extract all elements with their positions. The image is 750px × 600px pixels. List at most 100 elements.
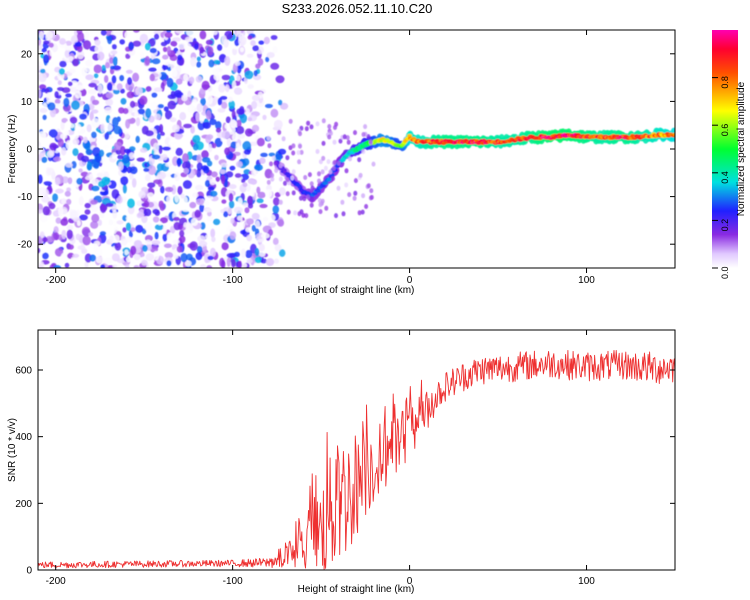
spectrogram-cell [221,242,229,251]
spectrogram-cell [338,138,343,144]
spectrogram-cell [46,167,55,176]
spectrogram-cell [64,130,70,135]
spectrogram-cell [366,134,371,140]
spectrogram-cell [166,46,172,54]
spectrogram-cell [144,56,150,66]
spectrogram-cell [128,152,135,160]
spectrogram-cell [66,198,72,205]
spectrogram-cell [129,172,134,180]
spectrogram-cell [101,64,107,71]
spectrogram-cell [46,31,54,39]
spectrogram-cell [66,187,71,192]
spectrogram-cell [345,135,350,141]
spectrogram-cell [277,129,282,135]
spectrogram-cell [129,166,138,175]
spectrogram-cell [40,68,46,74]
spectrogram-cell [63,97,70,108]
spectrogram-cell [278,163,283,169]
spectrogram-cell [76,85,84,91]
spectrogram-cell [272,205,280,214]
spectrogram-cell [213,60,221,65]
spectrogram-cell [187,104,195,113]
spectrogram-cell [114,242,122,251]
spectrogram-cell [332,139,337,145]
spectrogram-cell [152,250,160,261]
y-tick-label: 400 [15,432,32,443]
spectrogram-cell [318,159,323,165]
spectrogram-cell [110,50,118,55]
spectrogram-cell [226,257,231,268]
spectrogram-cell [41,195,50,203]
spectrogram-cell [291,150,296,156]
spectrogram-cell [151,58,161,65]
spectrogram-cell [49,108,57,118]
spectrogram-cell [342,134,347,140]
spectrogram-cell [54,177,61,186]
spectrogram-cell [183,222,188,228]
spectrogram-cell [283,180,287,186]
spectrogram-cell [250,40,256,46]
spectrogram-cell [127,198,135,209]
spectrogram-cell [160,131,165,136]
spectrogram-cell [124,112,133,120]
spectrogram-cell [206,134,214,140]
spectrogram-cell [244,70,254,80]
spectrogram-cell [247,117,253,122]
spectrogram-cell [84,253,92,263]
spectrogram-cell [234,61,241,66]
spectrogram-cell [38,186,47,197]
spectrogram-cell [49,49,54,57]
spectrogram-cell [129,100,136,109]
spectrogram-cell [211,143,217,149]
spectrogram-cell [358,172,363,178]
spectrogram-cell [159,203,166,211]
spectrogram-cell [150,101,158,109]
spectrogram-cell [258,243,265,252]
spectrogram-cell [105,202,114,208]
spectrogram-cell [132,40,142,47]
spectrogram-cell [205,200,210,206]
spectrogram-cell [302,196,307,202]
spectrogram-cell [246,184,251,192]
snr-x-axis-label: Height of straight line (km) [298,584,415,595]
spectrogram-cell [320,198,325,204]
spectrogram-cell [235,142,241,152]
spectrogram-cell [111,75,117,84]
spectrogram-cell [96,172,104,177]
spectrogram-cell [151,154,161,160]
spectrogram-cell [64,262,70,268]
spectrogram-cell [237,260,243,268]
spectrogram-cell [133,265,140,268]
spectrogram-cell [334,213,338,219]
spectrogram-cell [42,237,48,243]
spectrogram-cell [196,56,201,62]
spectrogram-cell [364,204,369,209]
spectrogram-cell [281,168,287,172]
spectrogram-cell [172,37,181,42]
spectrogram-cell [220,96,228,100]
spectrogram-cell [153,179,162,185]
spectrogram-cell [246,234,253,242]
spectrogram-cell [199,203,205,213]
spectrogram-cell [228,100,235,109]
spectrogram-cell [135,224,144,233]
spectrogram-cell [93,162,100,169]
spectrogram-cell [148,115,155,123]
spectrogram-cell [118,161,124,171]
x-tick-label: 0 [407,275,413,286]
spectrogram-cell [368,139,373,145]
spectrogram-cell [298,131,302,137]
spectrogram-cell [65,140,72,150]
spectrogram-cell [352,195,357,201]
spectrogram-cell [179,235,186,244]
spectrogram-cell [82,235,91,246]
spectrogram-cell [85,74,94,81]
spectrogram-cell [278,187,286,196]
spectrogram-cell [133,30,140,33]
spectrogram-cell [125,69,133,74]
spectrogram-cell [149,73,155,82]
spectrogram-cell [196,245,203,254]
spectrogram-cell [353,190,358,196]
spectrogram-cell [260,152,268,158]
